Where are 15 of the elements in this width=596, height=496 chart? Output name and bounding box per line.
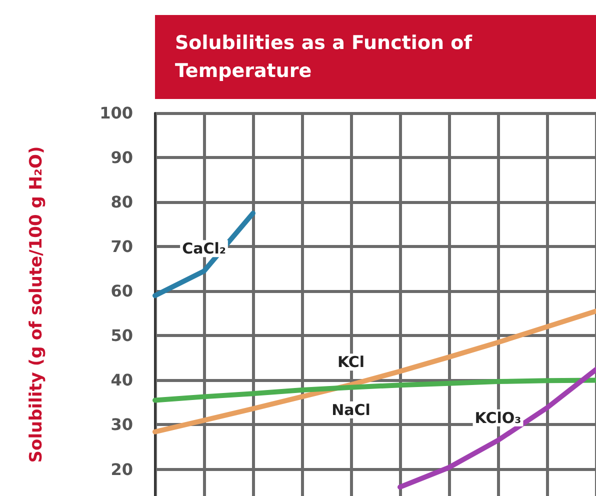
y-tick-label: 80 (110, 192, 133, 212)
y-tick-label: 50 (110, 326, 133, 346)
y-tick-label: 20 (110, 460, 133, 479)
chart-title: Solubilities as a Function of Temperature (175, 32, 479, 82)
y-tick-label: 90 (110, 148, 133, 168)
y-tick-label: 60 (110, 282, 133, 301)
y-tick-label: 70 (110, 237, 133, 256)
y-tick-label: 100 (100, 104, 133, 122)
y-tick-label: 30 (110, 415, 133, 434)
y-tick-label: 40 (110, 370, 133, 390)
series-label: KClO₃ (474, 408, 522, 427)
series-label: KCl (337, 353, 365, 372)
series-label: CaCl₂ (182, 240, 226, 258)
series-label: NaCl (332, 400, 370, 419)
y-axis-title: Solubility (g of solute/100 g H₂O) (26, 146, 46, 463)
